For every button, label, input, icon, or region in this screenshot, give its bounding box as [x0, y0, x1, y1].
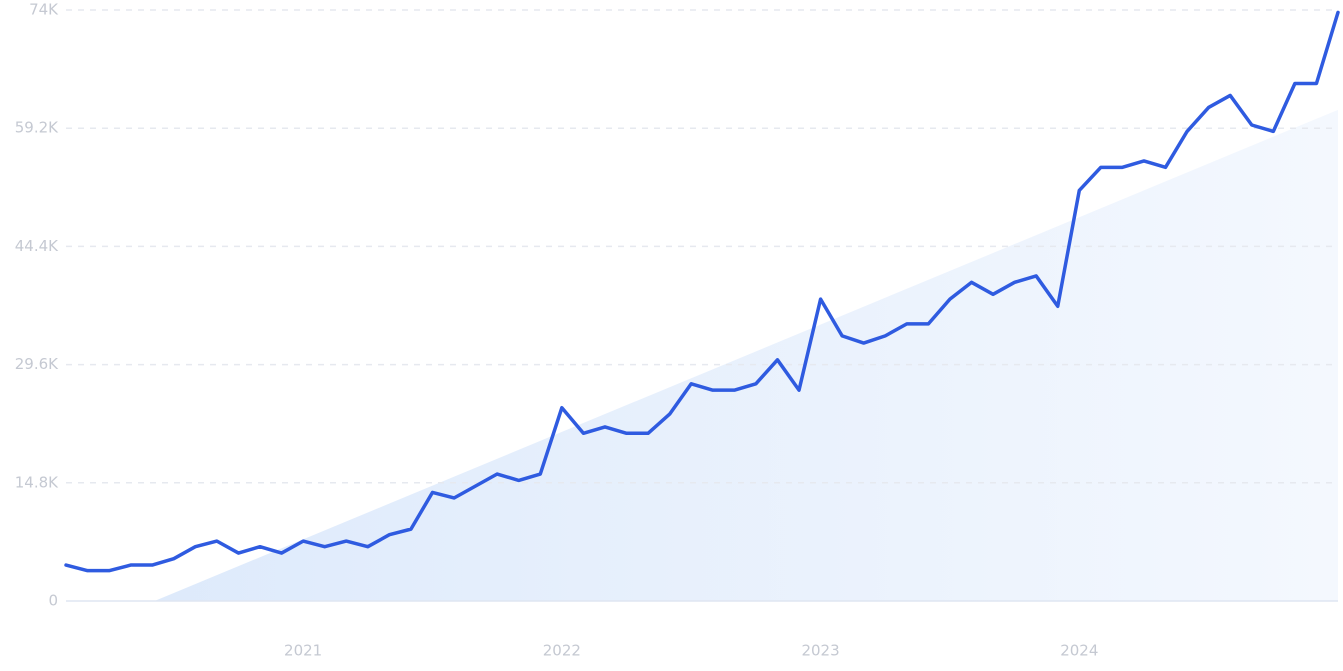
- trend-area: [66, 109, 1338, 601]
- x-tick-label: 2021: [284, 642, 322, 660]
- y-tick-label: 14.8K: [15, 473, 59, 491]
- x-tick-label: 2024: [1060, 642, 1098, 660]
- data-line: [64, 10, 1340, 573]
- y-tick-label: 59.2K: [15, 119, 59, 137]
- y-tick-label: 74K: [29, 1, 59, 19]
- y-tick-label: 29.6K: [15, 355, 59, 373]
- y-tick-label: 0: [48, 592, 58, 610]
- x-tick-label: 2022: [543, 642, 581, 660]
- y-tick-label: 44.4K: [15, 237, 59, 255]
- x-tick-label: 2023: [801, 642, 839, 660]
